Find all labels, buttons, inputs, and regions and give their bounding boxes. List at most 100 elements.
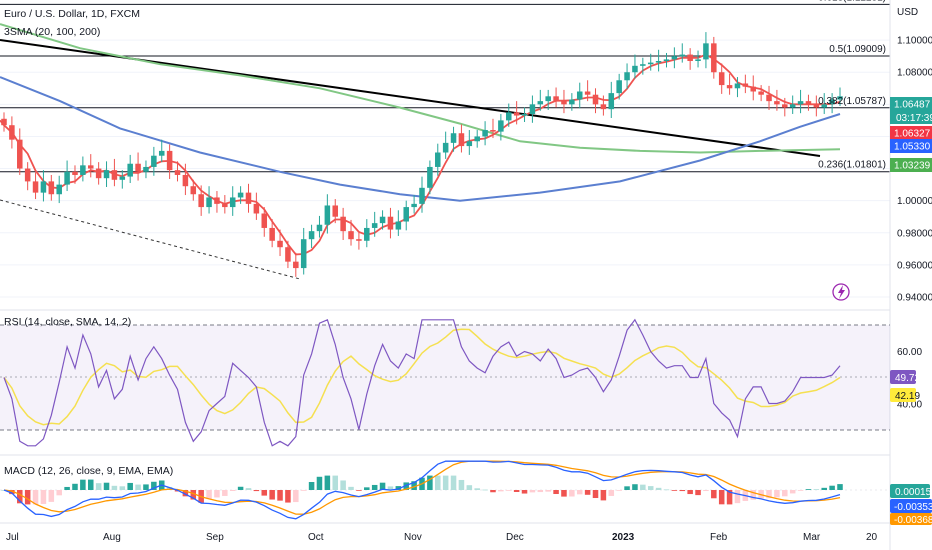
candle [293,252,299,277]
macd-hist-bar [9,490,15,495]
rsi-axis: 60.00 40.00 [897,347,922,411]
candle [87,154,94,178]
fib-labels: 0.618(1.12231) 0.5(1.09009) 0.382(1.05787)… [818,0,886,171]
candle [143,160,149,179]
fib-label: 0.236(1.01801) [818,160,886,171]
sma-legend[interactable]: 3SMA (20, 100, 200) [4,26,100,38]
macd-hist-bar [663,489,670,491]
price-tag: 1.05330 [890,139,932,153]
candle [214,191,220,213]
candle [32,172,39,200]
macd-hist-bar [135,484,141,490]
macd-hist-bar [782,490,788,497]
candle [17,128,23,175]
macd-hist-bar [837,484,843,490]
macd-hist-bar [513,490,520,492]
macd-hist-bar [143,484,149,490]
time-axis[interactable]: Jul Aug Sep Oct Nov Dec 2023 Feb Mar 20 [6,532,878,543]
candle [371,211,378,237]
macd-hist-bar [80,479,86,490]
macd-hist-bar [482,489,488,491]
candle [766,85,772,110]
fib-levels [0,3,890,173]
macd-hist-bar [127,482,133,490]
macd-hist-bar [214,490,220,498]
macd-hist-bar [821,487,827,490]
price-tick-label: 1.08000 [897,68,932,79]
svg-text:1.05330: 1.05330 [894,142,931,153]
macd-hist-bar [640,484,646,490]
macd-hist-bar [466,485,473,490]
macd-hist-bar [584,490,591,495]
macd-legend[interactable]: MACD (12, 26, close, 9, EMA, EMA) [4,465,173,477]
candle [647,53,654,71]
candle [9,116,15,149]
time-tick-label: Nov [404,532,422,543]
candle [332,199,339,224]
candle [72,165,78,184]
macd-line [3,460,841,520]
macd-hist-bar [679,490,686,492]
macd-hist-bar [545,490,551,492]
macd-signal-tag: -0.00368 [890,513,932,526]
candle [340,207,346,240]
candle [450,126,457,152]
macd-hist-bar [442,475,449,490]
candle [80,156,86,182]
candle [600,95,607,116]
candle [245,183,252,213]
candle [95,162,102,185]
candle [640,57,646,75]
candle [379,210,386,230]
svg-text:03:17:39: 03:17:39 [896,113,932,124]
candle [805,94,812,111]
macd-hist-bar [190,490,197,500]
macd-hist-bar [624,486,630,490]
macd-hist-bar [56,490,62,496]
candle [419,176,425,213]
rsi-line [3,318,841,447]
candle [750,75,757,101]
candle [632,54,638,79]
macd-hist-bar [103,482,110,490]
candle [821,93,827,114]
macd-hist-bar [403,482,409,490]
lightning-icon[interactable] [832,283,850,301]
svg-text:1.03239: 1.03239 [894,161,931,172]
macd-hist-bar [387,486,394,490]
macd-hist-bar [529,490,536,493]
macd-hist-bar [750,490,757,500]
macd-hist-bar [300,490,307,491]
candle [277,229,283,257]
rsi-tick-label: 60.00 [897,347,922,358]
time-tick-label: Jul [6,532,19,543]
candle [466,130,473,155]
macd-hist-bar [600,490,607,501]
candle [111,158,118,187]
rsi-legend[interactable]: RSI (14, close, SMA, 14, 2) [4,316,131,328]
time-tick-label: Aug [103,532,121,543]
candle [829,93,835,114]
macd-hist-bar [285,490,291,503]
candle [166,144,173,179]
macd-hist-bar [521,490,528,494]
macd-hist-bar [797,490,804,491]
macd-hist-bar [774,490,780,498]
rsi-ma-value-tag: 42.19 [890,388,920,402]
macd-hist-bar [766,490,772,499]
price-tag: 1.03239 [890,158,932,172]
candle [718,63,725,94]
candle [655,49,662,72]
candle [40,170,47,202]
candle [348,219,354,246]
candle [1,112,7,132]
macd-hist-bar [332,475,339,490]
macd-hist-bar [687,490,693,495]
candle [782,97,788,117]
macd-hist-bar [490,490,496,493]
macd-hist-tag: 0.00015 [890,484,932,498]
candle [206,186,212,214]
candle [253,192,260,220]
candle [387,207,394,239]
